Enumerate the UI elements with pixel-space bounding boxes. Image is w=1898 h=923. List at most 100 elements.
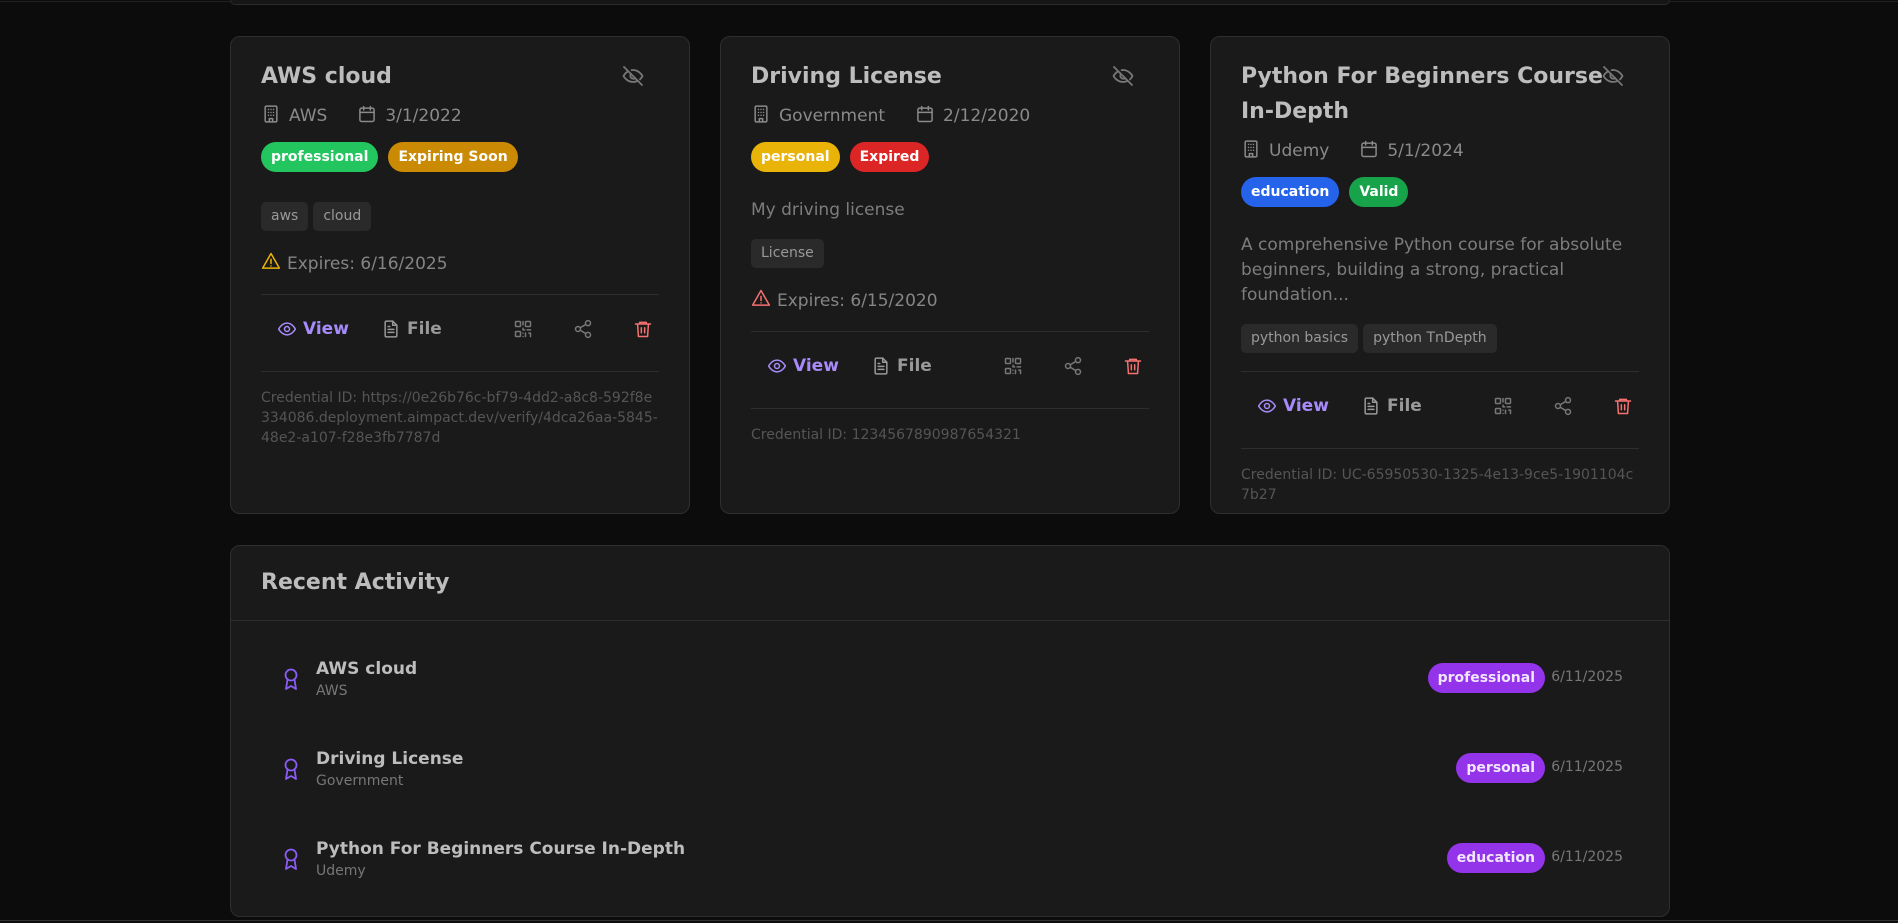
- file-label: File: [407, 319, 442, 339]
- delete-button[interactable]: [633, 319, 653, 344]
- file-label: File: [1387, 396, 1422, 416]
- divider: [231, 620, 1669, 621]
- expiry-date: Expires: 6/15/2020: [777, 290, 938, 311]
- trash-icon: [633, 319, 653, 344]
- qr-code-button[interactable]: [513, 319, 533, 344]
- eye-off-icon[interactable]: [1111, 64, 1135, 88]
- category-badge: education: [1241, 177, 1340, 207]
- award-icon: [279, 847, 303, 873]
- award-icon: [279, 667, 303, 693]
- activity-item[interactable]: AWS cloud AWS professional 6/11/2025: [231, 649, 1669, 709]
- file-button[interactable]: File: [871, 356, 932, 376]
- divider: [261, 294, 659, 295]
- view-button[interactable]: View: [1257, 396, 1329, 416]
- issuer: Government: [779, 106, 886, 126]
- delete-button[interactable]: [1123, 356, 1143, 381]
- tag: cloud: [313, 202, 372, 231]
- credential-id: Credential ID: https://0e26b76c-bf79-4dd…: [261, 390, 658, 446]
- eye-off-icon[interactable]: [621, 64, 645, 88]
- qr-code-icon: [1493, 396, 1513, 421]
- view-label: View: [793, 356, 839, 376]
- building-icon: [261, 104, 281, 129]
- activity-name: AWS cloud: [316, 659, 418, 679]
- building-icon: [751, 104, 771, 129]
- category-badge: professional: [1427, 663, 1545, 693]
- activity-item[interactable]: Driving License Government personal 6/11…: [231, 739, 1669, 799]
- status-badge: Valid: [1349, 177, 1409, 207]
- qr-code-icon: [1003, 356, 1023, 381]
- status-badge: Expiring Soon: [388, 142, 518, 172]
- tag: aws: [261, 202, 309, 231]
- card-title: AWS cloud: [261, 64, 392, 89]
- tag: python basics: [1241, 324, 1359, 353]
- activity-issuer: Government: [316, 773, 404, 789]
- file-button[interactable]: File: [1361, 396, 1422, 416]
- tag: License: [751, 239, 824, 268]
- status-badge: Expired: [849, 142, 930, 172]
- share-button[interactable]: [1553, 396, 1573, 421]
- building-icon: [1241, 139, 1261, 164]
- qr-code-button[interactable]: [1493, 396, 1513, 421]
- warning-icon: [261, 251, 281, 276]
- issuer: AWS: [289, 106, 328, 126]
- credential-card: Driving License Government 2/12/2020 pers…: [720, 36, 1180, 514]
- calendar-icon: [915, 104, 935, 129]
- view-label: View: [303, 319, 349, 339]
- expiry-date: Expires: 6/16/2025: [287, 253, 448, 274]
- activity-issuer: Udemy: [316, 863, 366, 879]
- activity-date: 6/11/2025: [1551, 759, 1623, 775]
- activity-name: Driving License: [316, 749, 464, 769]
- tag: python TnDepth: [1363, 324, 1497, 353]
- issuer: Udemy: [1269, 141, 1330, 161]
- share-icon: [1063, 356, 1083, 381]
- activity-date: 6/11/2025: [1551, 669, 1623, 685]
- card-description: My driving license: [751, 200, 905, 220]
- view-button[interactable]: View: [767, 356, 839, 376]
- warning-icon: [751, 288, 771, 313]
- view-button[interactable]: View: [277, 319, 349, 339]
- calendar-icon: [357, 104, 377, 129]
- share-icon: [573, 319, 593, 344]
- issue-date: 2/12/2020: [943, 106, 1031, 126]
- view-label: View: [1283, 396, 1329, 416]
- category-badge: education: [1446, 843, 1545, 873]
- credential-card: AWS cloud AWS 3/1/2022 professional Expiri…: [230, 36, 690, 514]
- divider: [751, 408, 1149, 409]
- credential-id: Credential ID: 1234567890987654321: [751, 427, 1021, 443]
- card-description: A comprehensive Python course for absolu…: [1241, 235, 1623, 305]
- calendar-icon: [1359, 139, 1379, 164]
- issue-date: 5/1/2024: [1387, 141, 1464, 161]
- activity-item[interactable]: Python For Beginners Course In-Depth Ude…: [231, 829, 1669, 889]
- share-icon: [1553, 396, 1573, 421]
- qr-code-icon: [513, 319, 533, 344]
- qr-code-button[interactable]: [1003, 356, 1023, 381]
- card-title: Driving License: [751, 64, 942, 89]
- recent-activity-panel: Recent Activity AWS cloud AWS profession…: [230, 545, 1670, 917]
- card-title: Python For Beginners Course In-Depth: [1241, 64, 1603, 124]
- file-button[interactable]: File: [381, 319, 442, 339]
- file-label: File: [897, 356, 932, 376]
- credential-card: Python For Beginners Course In-Depth Ude…: [1210, 36, 1670, 514]
- divider: [751, 331, 1149, 332]
- recent-activity-title: Recent Activity: [261, 570, 450, 595]
- divider: [1241, 371, 1639, 372]
- bottom-divider: [0, 920, 1898, 921]
- top-panel-edge: [230, 0, 1670, 5]
- eye-off-icon[interactable]: [1601, 64, 1625, 88]
- category-badge: professional: [261, 142, 379, 172]
- credential-id: Credential ID: UC-65950530-1325-4e13-9ce…: [1241, 467, 1634, 503]
- delete-button[interactable]: [1613, 396, 1633, 421]
- activity-date: 6/11/2025: [1551, 849, 1623, 865]
- divider: [1241, 448, 1639, 449]
- divider: [261, 371, 659, 372]
- activity-name: Python For Beginners Course In-Depth: [316, 839, 686, 859]
- trash-icon: [1123, 356, 1143, 381]
- trash-icon: [1613, 396, 1633, 421]
- share-button[interactable]: [1063, 356, 1083, 381]
- activity-issuer: AWS: [316, 683, 348, 699]
- award-icon: [279, 757, 303, 783]
- share-button[interactable]: [573, 319, 593, 344]
- issue-date: 3/1/2022: [385, 106, 462, 126]
- category-badge: personal: [751, 142, 840, 172]
- category-badge: personal: [1456, 753, 1545, 783]
